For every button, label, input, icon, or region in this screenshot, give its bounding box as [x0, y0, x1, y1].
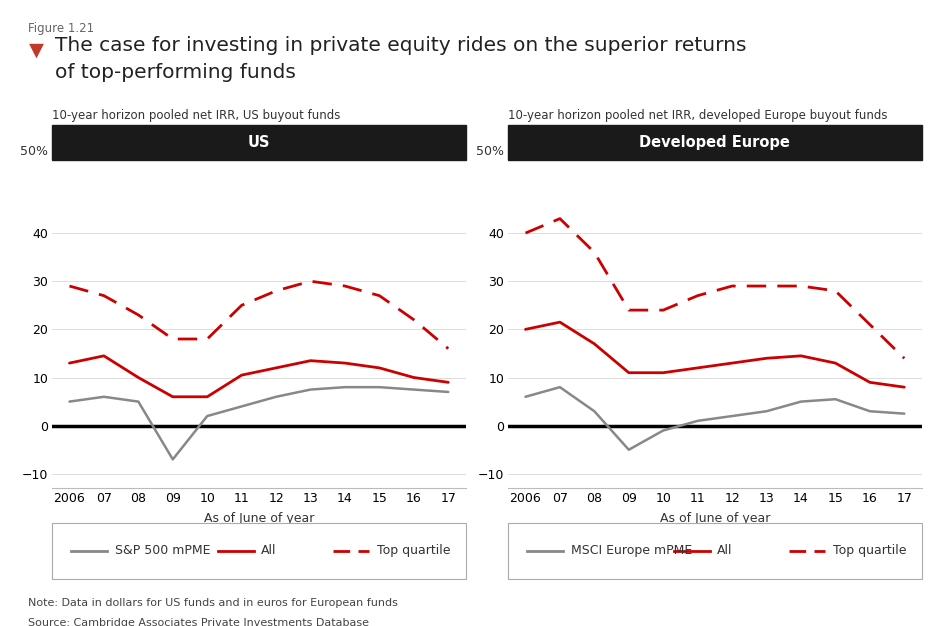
Text: US: US — [248, 135, 270, 150]
Text: Source: Cambridge Associates Private Investments Database: Source: Cambridge Associates Private Inv… — [28, 618, 370, 626]
Text: Figure 1.21: Figure 1.21 — [28, 22, 95, 35]
Text: Developed Europe: Developed Europe — [639, 135, 790, 150]
Text: All: All — [261, 545, 276, 557]
Text: The case for investing in private equity rides on the superior returns: The case for investing in private equity… — [55, 36, 747, 55]
Text: 50%: 50% — [476, 145, 504, 158]
X-axis label: As of June of year: As of June of year — [203, 513, 314, 525]
Text: Top quartile: Top quartile — [377, 545, 450, 557]
Text: MSCI Europe mPME: MSCI Europe mPME — [571, 545, 693, 557]
Text: 50%: 50% — [20, 145, 48, 158]
Text: Top quartile: Top quartile — [833, 545, 906, 557]
Text: ▼: ▼ — [28, 41, 44, 59]
Text: All: All — [717, 545, 732, 557]
Text: 10-year horizon pooled net IRR, US buyout funds: 10-year horizon pooled net IRR, US buyou… — [52, 109, 341, 122]
Text: S&P 500 mPME: S&P 500 mPME — [115, 545, 211, 557]
Text: 10-year horizon pooled net IRR, developed Europe buyout funds: 10-year horizon pooled net IRR, develope… — [508, 109, 887, 122]
X-axis label: As of June of year: As of June of year — [659, 513, 770, 525]
Text: of top-performing funds: of top-performing funds — [55, 63, 296, 81]
Text: Note: Data in dollars for US funds and in euros for European funds: Note: Data in dollars for US funds and i… — [28, 598, 398, 608]
